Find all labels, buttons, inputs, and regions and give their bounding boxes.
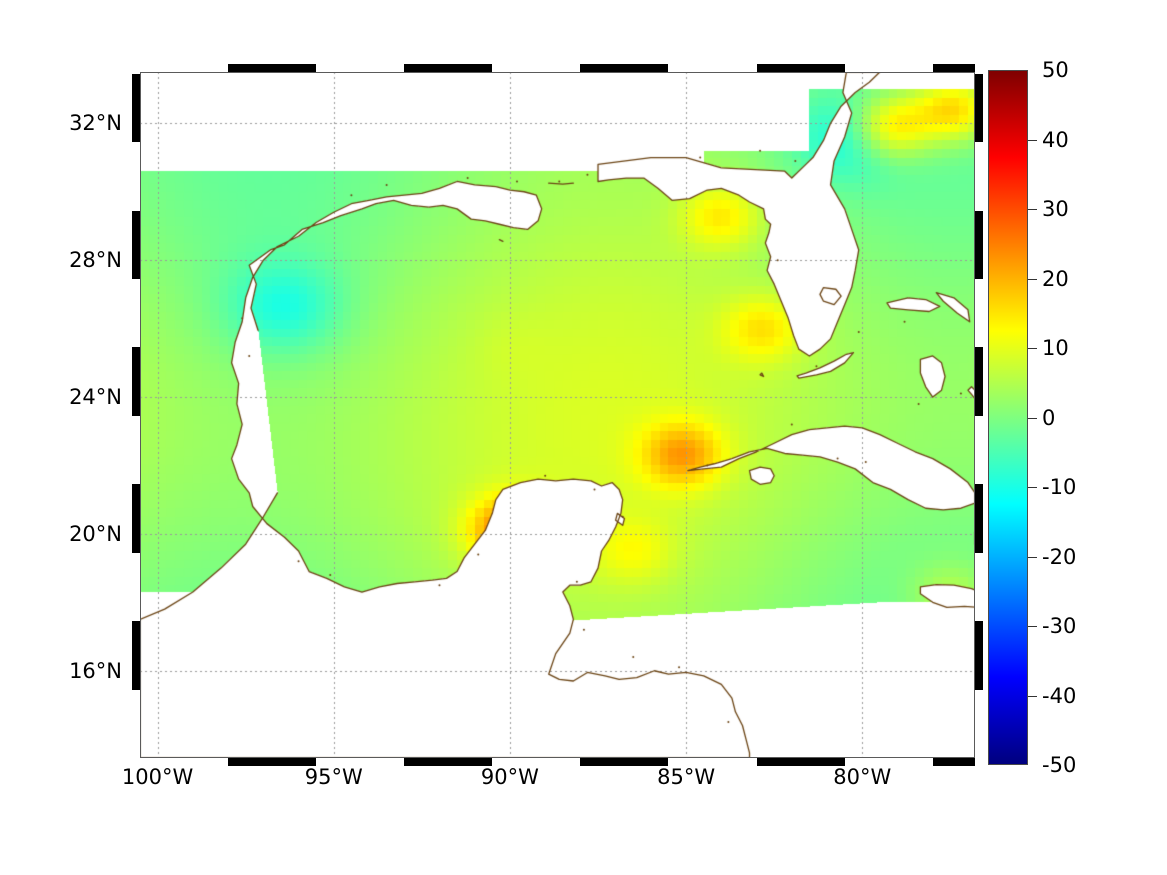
- x-tick-label: 100°W: [121, 765, 194, 789]
- x-tick-label: 85°W: [657, 765, 716, 789]
- colorbar-tick-mark: [1028, 278, 1037, 280]
- colorbar-tick-label: -50: [1042, 753, 1077, 777]
- colorbar-tick-label: 10: [1042, 336, 1069, 360]
- axis-frame-top: [140, 64, 975, 72]
- colorbar-tick-label: 0: [1042, 405, 1056, 430]
- map-axes[interactable]: [140, 72, 975, 758]
- y-tick-label: 24°N: [69, 385, 122, 410]
- colorbar[interactable]: -50 -40 -30 -20 -10 0 10 20 30 40 50: [988, 58, 1076, 777]
- y-tick-label: 32°N: [69, 111, 122, 136]
- colorbar-tick-label: -40: [1042, 683, 1077, 708]
- colorbar-tick-mark: [1028, 348, 1037, 349]
- axis-frame-bottom: [140, 758, 975, 766]
- colorbar-tick-mark: [1028, 626, 1037, 627]
- colorbar-tick-label: -30: [1042, 614, 1077, 638]
- colorbar-tick-label: -10: [1042, 475, 1077, 499]
- colorbar-tick-mark: [1028, 209, 1037, 210]
- colorbar-tick-mark: [1028, 487, 1037, 488]
- x-tick-label: 90°W: [480, 765, 539, 789]
- colorbar-tick-mark: [1028, 695, 1037, 697]
- y-tick-label: 20°N: [69, 521, 122, 546]
- heatmap-field: [140, 72, 975, 758]
- y-tick-label: 28°N: [69, 248, 122, 273]
- colorbar-tick-label: -20: [1042, 544, 1077, 569]
- colorbar-gradient: [988, 70, 1028, 765]
- y-tick-label: 16°N: [69, 658, 122, 683]
- colorbar-tick-label: 20: [1042, 266, 1069, 291]
- colorbar-tick-label: 50: [1042, 58, 1069, 82]
- colorbar-tick-mark: [1028, 556, 1037, 558]
- x-tick-label: 95°W: [304, 765, 363, 789]
- colorbar-tick-mark: [1028, 417, 1037, 419]
- colorbar-tick-label: 40: [1042, 127, 1069, 152]
- x-tick-label: 80°W: [833, 765, 892, 789]
- axis-frame-left: [132, 72, 140, 758]
- colorbar-tick-mark: [1028, 139, 1037, 141]
- colorbar-tick-label: 30: [1042, 197, 1069, 221]
- axis-frame-right: [975, 72, 983, 758]
